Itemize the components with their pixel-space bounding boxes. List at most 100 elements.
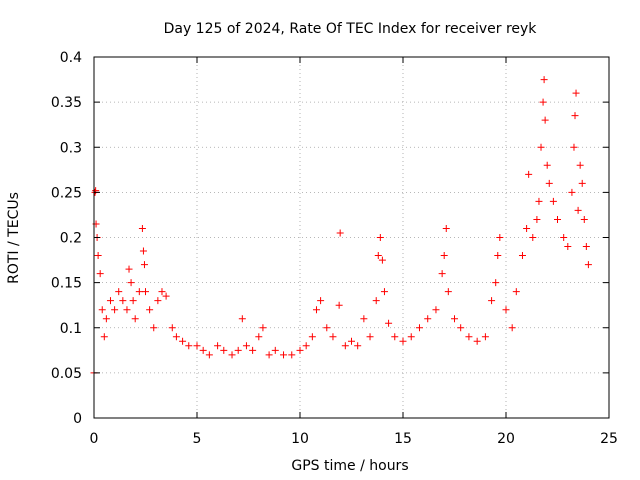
x-tick-labels: 0 5 10 15 20 25 <box>90 431 618 447</box>
data-point <box>473 337 481 345</box>
x-tick-label: 10 <box>291 431 309 447</box>
y-tick-label: 0.25 <box>51 185 82 201</box>
data-point <box>438 270 446 278</box>
data-point <box>529 234 537 241</box>
x-axis-label: GPS time / hours <box>291 458 408 474</box>
data-point <box>554 215 561 223</box>
data-point <box>580 215 588 223</box>
data-point <box>378 256 386 264</box>
data-point <box>494 252 502 260</box>
grid-lines <box>94 57 609 418</box>
data-point <box>341 342 349 350</box>
y-tick-label: 0.4 <box>60 50 82 66</box>
data-point <box>259 324 267 332</box>
data-point <box>193 342 201 350</box>
y-tick-label: 0 <box>73 411 82 427</box>
data-point <box>374 252 382 260</box>
data-point <box>385 319 393 327</box>
data-point <box>317 297 325 305</box>
data-point <box>119 297 127 305</box>
data-point <box>354 342 362 350</box>
y-tick-labels: 0 0.05 0.1 0.15 0.2 0.25 0.3 0.35 0.4 <box>51 50 82 427</box>
data-point <box>335 301 343 309</box>
data-point <box>308 333 316 341</box>
data-point <box>570 143 578 151</box>
data-point <box>111 306 119 314</box>
data-point <box>545 179 553 187</box>
data-point <box>508 324 516 332</box>
y-tick-label: 0.05 <box>51 366 82 382</box>
data-point <box>249 346 257 354</box>
data-point <box>348 337 355 345</box>
data-point <box>199 346 207 354</box>
data-point <box>220 346 228 354</box>
axis-ticks <box>93 56 610 419</box>
data-point <box>123 306 131 314</box>
data-point <box>98 306 106 314</box>
data-point <box>539 98 547 106</box>
data-point <box>492 279 500 287</box>
data-point <box>127 279 135 287</box>
data-point <box>115 288 123 296</box>
data-point <box>584 261 592 269</box>
data-point <box>100 333 108 341</box>
data-point <box>574 206 582 214</box>
data-point <box>442 224 450 232</box>
y-tick-label: 0.2 <box>60 231 82 247</box>
data-point <box>280 351 288 359</box>
data-point <box>102 315 110 323</box>
data-point <box>444 288 452 296</box>
data-point <box>288 351 296 359</box>
data-point <box>451 315 458 323</box>
data-point <box>255 333 263 341</box>
data-point <box>568 188 576 196</box>
data-point <box>228 351 236 359</box>
data-point <box>142 288 149 296</box>
data-point <box>496 234 504 241</box>
data-point <box>302 342 310 350</box>
data-point <box>541 116 549 124</box>
data-point <box>360 315 368 323</box>
data-point <box>94 252 102 260</box>
data-point <box>271 346 279 354</box>
data-point <box>533 215 541 223</box>
chart-title: Day 125 of 2024, Rate Of TEC Index for r… <box>164 21 538 37</box>
data-point <box>537 143 545 151</box>
data-point <box>234 346 242 354</box>
data-point <box>179 337 187 345</box>
x-tick-label: 5 <box>193 431 202 447</box>
data-point <box>146 306 154 314</box>
data-point <box>560 234 568 241</box>
data-point <box>457 324 465 332</box>
data-point <box>424 315 432 323</box>
data-point <box>158 288 166 296</box>
data-point <box>96 270 104 278</box>
data-point <box>376 234 384 241</box>
data-point <box>407 333 415 341</box>
data-point <box>106 297 114 305</box>
data-point <box>138 224 146 232</box>
data-point <box>336 229 344 237</box>
data-point <box>329 333 337 341</box>
data-point <box>366 333 374 341</box>
data-point <box>415 324 423 332</box>
data-point <box>465 333 473 341</box>
data-point <box>205 351 213 359</box>
data-point <box>296 346 304 354</box>
data-point <box>312 306 320 314</box>
data-point <box>135 288 143 296</box>
data-point <box>564 243 572 251</box>
data-point <box>572 89 580 97</box>
data-point <box>481 333 489 341</box>
data-point <box>129 297 137 305</box>
data-point <box>512 288 520 296</box>
data-point <box>578 179 586 187</box>
data-point <box>540 76 548 84</box>
data-point <box>172 333 180 341</box>
y-tick-label: 0.35 <box>51 95 82 111</box>
data-point <box>140 261 148 269</box>
data-point <box>582 243 590 251</box>
data-point <box>185 342 193 350</box>
